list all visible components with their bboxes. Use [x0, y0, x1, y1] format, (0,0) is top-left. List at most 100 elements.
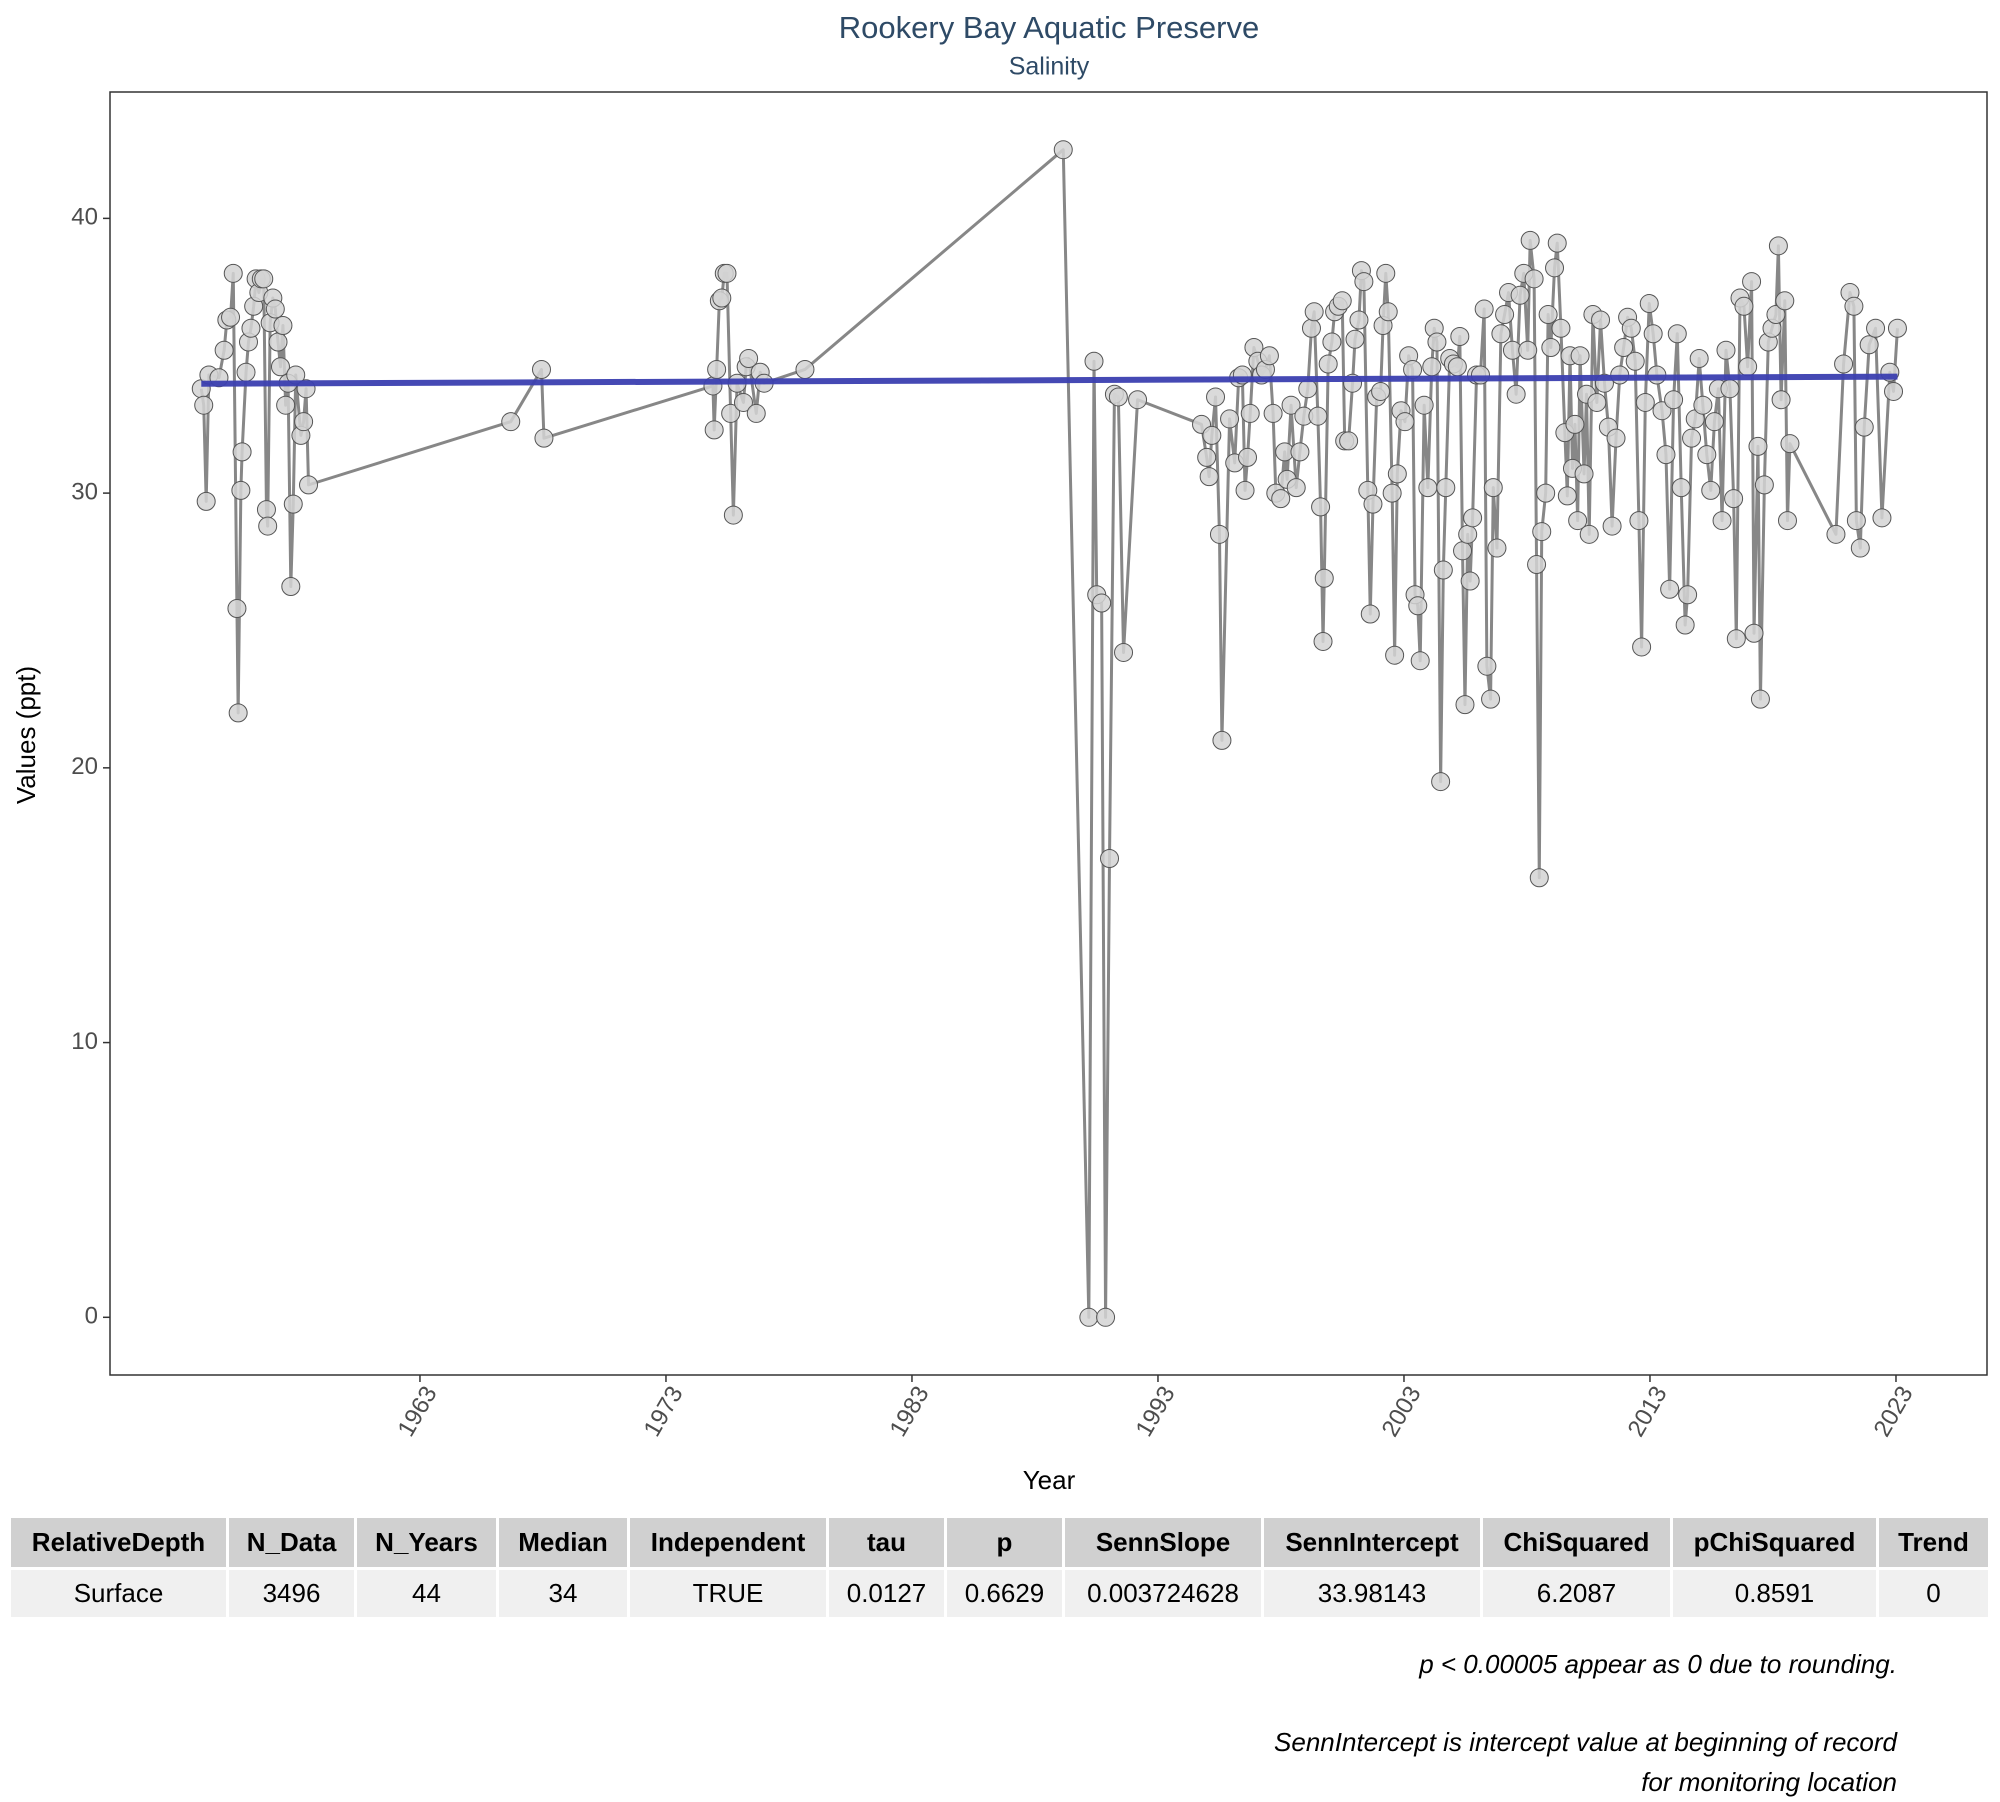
y-tick-label: 20 [71, 753, 98, 780]
data-point [1414, 395, 1434, 415]
data-point [1382, 483, 1402, 503]
data-point [1079, 1307, 1099, 1327]
data-point [1322, 332, 1342, 352]
header-row: RelativeDepth N_Data N_Years Median Independ… [11, 1518, 1988, 1567]
data-point [1202, 425, 1222, 445]
data-point [1450, 327, 1470, 347]
data-point [1574, 464, 1594, 484]
data-point [1410, 651, 1430, 671]
data-point [1754, 475, 1774, 495]
data-point [1545, 258, 1565, 278]
data-point [1532, 522, 1552, 542]
data-point [1235, 480, 1255, 500]
data-point [1495, 305, 1515, 325]
data-point [1639, 294, 1659, 314]
column-header: ChiSquared [1483, 1518, 1670, 1567]
data-point [1477, 656, 1497, 676]
data-point [1100, 849, 1120, 869]
data-point [1854, 417, 1874, 437]
data-point [1313, 631, 1333, 651]
data-point [1656, 445, 1676, 465]
data-point [723, 505, 743, 525]
trend-line [201, 373, 1898, 387]
data-point [712, 288, 732, 308]
data-point [1371, 381, 1391, 401]
data-point [1768, 236, 1788, 256]
data-point [1108, 387, 1128, 407]
data-point [1436, 478, 1456, 498]
data-point [1771, 390, 1791, 410]
data-point [1128, 390, 1148, 410]
data-point [1271, 489, 1291, 509]
data-point [1777, 511, 1797, 531]
y-axis-label: Values (ppt) [11, 666, 41, 804]
data-point [1602, 516, 1622, 536]
column-header: N_Data [229, 1518, 354, 1567]
note: p < 0.00005 appear as 0 due to rounding. [1419, 1649, 1897, 1679]
data-point [231, 480, 251, 500]
x-tick-label: 2023 [1869, 1382, 1919, 1442]
data-point [1481, 689, 1501, 709]
data-point [1491, 324, 1511, 344]
table-cell: 33.98143 [1264, 1570, 1480, 1617]
data-point [1614, 338, 1634, 358]
data-point [1625, 351, 1645, 371]
data-point [1460, 571, 1480, 591]
data-point [1701, 480, 1721, 500]
data-point [1339, 431, 1359, 451]
data-point [1621, 318, 1641, 338]
data-point [1844, 296, 1864, 316]
table-cell: 0.6629 [947, 1570, 1062, 1617]
data-point [1667, 324, 1687, 344]
data-point [221, 307, 241, 327]
data-point [1748, 436, 1768, 456]
data-point [707, 359, 727, 379]
x-tick-label: 1963 [393, 1382, 443, 1442]
data-point [1387, 464, 1407, 484]
data-point [1332, 291, 1352, 311]
data-point [265, 299, 285, 319]
data-point [1538, 305, 1558, 325]
data-point [194, 395, 214, 415]
y-tick-label: 40 [71, 204, 98, 231]
data-point [1568, 511, 1588, 531]
data-point [733, 392, 753, 412]
data-point [294, 412, 314, 432]
data-point [1209, 524, 1229, 544]
table-cell: 44 [357, 1570, 496, 1617]
data-point [1263, 403, 1283, 423]
table-cell: 0.003724628 [1065, 1570, 1261, 1617]
plot-panel [109, 91, 1988, 1376]
data-point [1527, 555, 1547, 575]
data-point [739, 348, 759, 368]
data-point [1385, 645, 1405, 665]
data-point [1716, 340, 1736, 360]
data-point [1395, 412, 1415, 432]
chart-title: Rookery Bay Aquatic Preserve [839, 10, 1259, 45]
data-point [1606, 428, 1626, 448]
data-point [270, 357, 290, 377]
data-point [704, 420, 724, 440]
data-point [1884, 381, 1904, 401]
data-point [1281, 395, 1301, 415]
data-point [531, 359, 551, 379]
x-axis-label: Year [1023, 1465, 1076, 1495]
data-point [223, 263, 243, 283]
data-point [1524, 269, 1544, 289]
column-header: p [947, 1518, 1062, 1567]
data-point [1378, 302, 1398, 322]
data-point [1453, 541, 1473, 561]
data-point [1693, 395, 1713, 415]
data-point [1318, 354, 1338, 374]
data-point [1506, 384, 1526, 404]
data-point [1671, 478, 1691, 498]
data-point [256, 500, 276, 520]
data-line [199, 148, 1899, 1319]
data-point [1259, 346, 1279, 366]
data-point [1675, 615, 1695, 635]
data-point [1197, 447, 1217, 467]
data-point [1206, 387, 1226, 407]
data-point [1360, 604, 1380, 624]
data-point [1301, 318, 1321, 338]
data-point [1433, 560, 1453, 580]
